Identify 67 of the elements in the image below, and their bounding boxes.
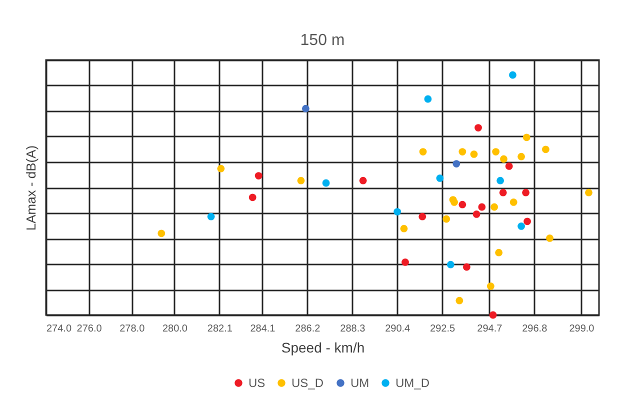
legend-label: US bbox=[248, 376, 266, 390]
x-tick-label: 278.0 bbox=[120, 324, 146, 334]
point bbox=[490, 203, 498, 211]
point bbox=[585, 188, 592, 196]
point bbox=[402, 258, 409, 266]
point bbox=[496, 176, 504, 184]
point bbox=[489, 311, 497, 319]
x-tick-label: 294.7 bbox=[477, 324, 503, 334]
point bbox=[472, 210, 480, 218]
point bbox=[359, 176, 367, 184]
chart-title: 150 m bbox=[300, 32, 345, 49]
y-axis-title: LAmax - dB(A) bbox=[24, 145, 38, 231]
x-tick-label: 299.0 bbox=[569, 324, 595, 334]
point bbox=[524, 218, 531, 226]
point bbox=[302, 104, 310, 112]
point bbox=[462, 263, 470, 271]
point bbox=[518, 152, 525, 160]
point bbox=[456, 296, 464, 304]
x-tick-label: 284.1 bbox=[250, 324, 276, 334]
point bbox=[499, 188, 507, 196]
legend-label: US_D bbox=[292, 376, 324, 390]
x-tick-label: 282.1 bbox=[207, 324, 233, 334]
x-tick-label: 280.0 bbox=[162, 324, 188, 334]
point bbox=[436, 174, 444, 182]
point bbox=[500, 155, 508, 163]
point bbox=[478, 203, 486, 211]
point bbox=[452, 160, 460, 168]
point bbox=[217, 164, 225, 172]
point bbox=[495, 248, 503, 256]
point bbox=[394, 208, 402, 216]
legend-label: UM_D bbox=[396, 376, 430, 390]
point bbox=[510, 198, 518, 206]
legend-label: UM bbox=[350, 376, 370, 390]
point bbox=[518, 222, 525, 230]
point bbox=[470, 150, 478, 158]
x-tick-label: 292.5 bbox=[430, 324, 456, 334]
point bbox=[419, 148, 427, 156]
point bbox=[450, 198, 458, 206]
point bbox=[458, 148, 466, 156]
point bbox=[158, 230, 166, 238]
point bbox=[400, 224, 408, 232]
point bbox=[522, 188, 530, 196]
point bbox=[442, 215, 450, 223]
point bbox=[446, 260, 454, 268]
point bbox=[486, 282, 494, 290]
x-axis-title: Speed - km/h bbox=[281, 340, 365, 356]
point bbox=[458, 200, 466, 208]
x-tick-label: 274.0 bbox=[46, 324, 72, 334]
x-tick-label: 290.4 bbox=[385, 324, 411, 334]
x-tick-label: 286.2 bbox=[295, 324, 321, 334]
point bbox=[418, 212, 426, 220]
point bbox=[505, 162, 513, 170]
point bbox=[254, 172, 262, 180]
point bbox=[492, 148, 500, 156]
point bbox=[248, 194, 256, 202]
point bbox=[542, 146, 550, 154]
point bbox=[546, 234, 554, 242]
point bbox=[297, 176, 305, 184]
x-tick-label: 276.0 bbox=[76, 324, 102, 334]
point bbox=[322, 179, 330, 187]
point bbox=[424, 95, 432, 103]
x-tick-label: 296.8 bbox=[522, 324, 548, 334]
x-tick-label: 288.3 bbox=[340, 324, 366, 334]
point bbox=[207, 212, 215, 220]
point bbox=[474, 124, 482, 132]
point bbox=[522, 134, 530, 142]
point bbox=[509, 71, 516, 79]
